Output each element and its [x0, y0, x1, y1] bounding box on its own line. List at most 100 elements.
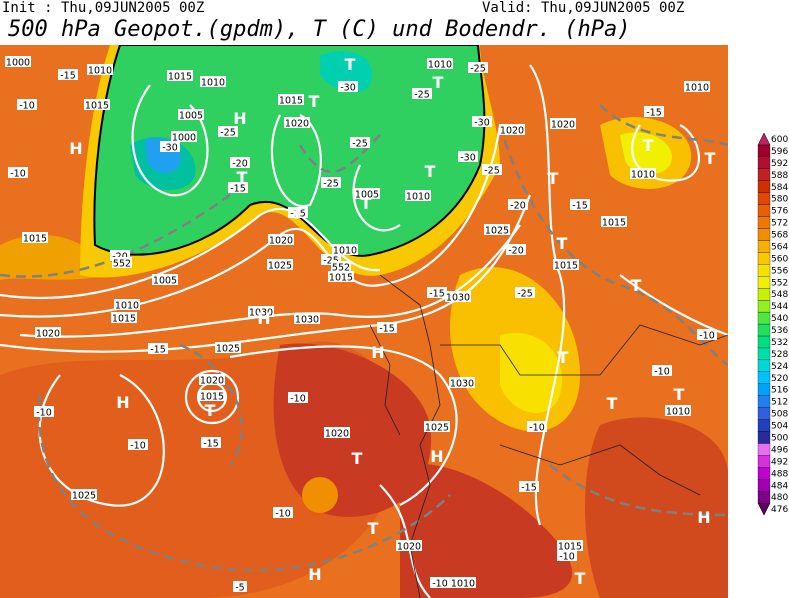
pressure-center: T: [607, 394, 618, 413]
colorbar-label: 548: [771, 290, 788, 300]
contour-label: 1010: [333, 246, 357, 257]
contour-label-box: [167, 70, 193, 81]
pressure-center: T: [425, 162, 436, 181]
contour-label-box: [482, 164, 502, 175]
contour-label: 1015: [602, 218, 626, 229]
colorbar-swatch: [757, 311, 771, 325]
pressure-center: H: [697, 508, 710, 527]
contour-label: -20: [510, 201, 526, 212]
contour-label: -25: [484, 166, 500, 177]
contour-label-box: [331, 261, 351, 272]
contour-label-box: [35, 327, 61, 338]
contour-label-box: [506, 244, 526, 255]
contour-label-box: [278, 94, 304, 105]
pressure-center: T: [558, 348, 569, 367]
pressure-center: T: [352, 449, 363, 468]
contour-label-box: [230, 157, 250, 168]
colorbar-swatch: [757, 323, 771, 337]
contour-label-box: [652, 365, 672, 376]
contour-label-box: [354, 188, 380, 199]
colorbar-label: 560: [771, 254, 788, 264]
contour-label: 1020: [269, 236, 293, 247]
contour-label: 1015: [329, 273, 353, 284]
contour-label: 1020: [325, 429, 349, 440]
contour-label: -25: [414, 90, 430, 101]
contour-label-box: [665, 405, 691, 416]
contour-label: 1020: [551, 120, 575, 131]
contour-label-box: [17, 99, 37, 110]
contour-label: 1015: [112, 314, 136, 325]
contour-label-box: [458, 151, 478, 162]
contour-label-box: [424, 421, 450, 432]
contour-label-box: [321, 177, 341, 188]
pressure-center: H: [69, 139, 82, 158]
contour-label: -20: [508, 246, 524, 257]
contour-label: 1020: [36, 329, 60, 340]
colorbar-label: 524: [771, 362, 788, 372]
colorbar-label: 504: [771, 422, 788, 432]
contour-label-box: [332, 244, 358, 255]
contour-label: -10: [130, 441, 146, 452]
pressure-center: T: [548, 169, 559, 188]
contour-label-box: [218, 126, 238, 137]
init-time: Init : Thu,09JUN2005 00Z: [2, 0, 205, 16]
contour-label-box: [508, 199, 528, 210]
colorbar-swatch: [757, 216, 771, 229]
contour-label: -25: [470, 64, 486, 75]
colorbar-label: 528: [771, 350, 788, 360]
colorbar-label: 540: [771, 314, 788, 324]
contour-label: -10: [36, 408, 52, 419]
contour-label: 1025: [268, 261, 292, 272]
pressure-center: T: [237, 168, 248, 187]
contour-label: -20: [232, 159, 248, 170]
contour-label-box: [697, 329, 717, 340]
contour-label-box: [284, 117, 310, 128]
colorbar-swatch: [757, 240, 771, 253]
contour-label: -30: [474, 118, 490, 129]
contour-label: -15: [521, 483, 537, 494]
pressure-center: T: [361, 194, 372, 213]
contour-label: 1005: [179, 111, 203, 122]
colorbar-label: 476: [771, 505, 788, 515]
contour-label-box: [630, 168, 656, 179]
colorbar-label: 488: [771, 469, 788, 479]
colorbar-swatch: [757, 335, 771, 349]
contour-label-box: [71, 489, 97, 500]
contour-label: 1010: [631, 170, 655, 181]
contour-label-box: [8, 167, 28, 178]
colorbar-label: 552: [771, 278, 788, 288]
colorbar-label: 536: [771, 326, 788, 336]
contour-label-box: [324, 427, 350, 438]
contour-label-box: [233, 581, 247, 592]
colorbar-swatch: [757, 383, 771, 396]
contour-label: -5: [235, 583, 244, 594]
contour-label-box: [338, 81, 358, 92]
colorbar-swatch: [757, 288, 771, 301]
contour-label-box: [288, 392, 308, 403]
contour-label: 1030: [450, 379, 474, 390]
colorbar-label: 592: [771, 159, 788, 169]
contour-label: 1010: [666, 407, 690, 418]
contour-label: -25: [323, 179, 339, 190]
contour-label-box: [200, 76, 226, 87]
colorbar-label: 512: [771, 398, 788, 408]
contour-label-box: [111, 312, 137, 323]
contour-label-box: [350, 137, 370, 148]
contour-label-box: [228, 182, 248, 193]
colorbar-label: 516: [771, 386, 788, 396]
contour-label-box: [570, 199, 590, 210]
contour-label: 552: [332, 263, 350, 274]
contour-label: -15: [290, 209, 306, 220]
contour-label-box: [5, 56, 31, 67]
contour-label: 1025: [485, 226, 509, 237]
pressure-center: H: [371, 343, 384, 362]
contour-label-box: [557, 540, 583, 551]
contour-label-box: [110, 250, 130, 261]
colorbar-label: 576: [771, 207, 788, 217]
pressure-center: H: [430, 447, 443, 466]
colorbar-label: 492: [771, 457, 788, 467]
contour-label-box: [58, 69, 78, 80]
contour-label: -30: [162, 143, 178, 154]
